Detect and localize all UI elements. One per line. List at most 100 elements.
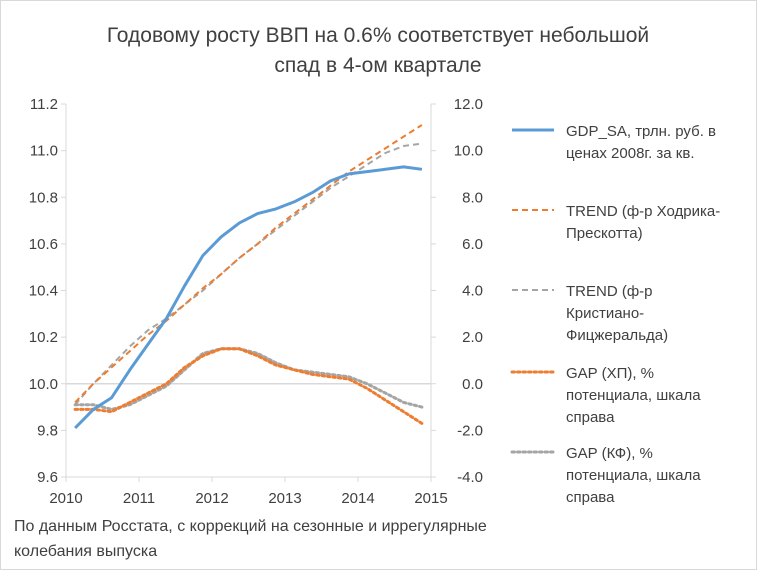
- series-3-point: [402, 145, 404, 147]
- y-left-tick-label: 11.0: [30, 143, 58, 160]
- series-5-point: [366, 383, 368, 385]
- series-4-point: [275, 364, 277, 366]
- y-left-tick-label: 10.4: [29, 283, 58, 300]
- series-5-point: [348, 376, 350, 378]
- series-2-point: [402, 135, 404, 137]
- legend-label-1: GDP_SA, трлн. руб. в: [566, 123, 716, 140]
- series-4-point: [183, 366, 185, 368]
- y-right-tick-label: 6.0: [462, 236, 483, 253]
- series-4-point: [421, 422, 423, 424]
- series-1-point: [421, 168, 423, 170]
- series-2-point: [183, 303, 185, 305]
- series-4-point: [129, 401, 131, 403]
- legend-label-5: справа: [566, 489, 615, 506]
- legend-label-3: Фицжеральда): [566, 327, 668, 344]
- series-lines: [73, 124, 424, 430]
- y-right-tick-label: -2.0: [457, 422, 483, 439]
- series-1-point: [402, 166, 404, 168]
- series-4-point: [311, 373, 313, 375]
- series-4-point: [147, 392, 149, 394]
- series-2-point: [293, 212, 295, 214]
- series-2-point: [202, 287, 204, 289]
- series-1-point: [238, 222, 240, 224]
- series-3-point: [129, 345, 131, 347]
- series-2-point: [74, 401, 76, 403]
- legend-label-5: потенциала, шкала: [566, 467, 701, 484]
- series-2-point: [329, 184, 331, 186]
- footnote-line-2: колебания выпуска: [14, 543, 158, 560]
- series-4-point: [220, 348, 222, 350]
- series-4-point: [348, 378, 350, 380]
- series-5-point: [421, 406, 423, 408]
- series-1-point: [293, 201, 295, 203]
- y-right-tick-label: 4.0: [462, 283, 483, 300]
- series-2-point: [110, 366, 112, 368]
- legend: GDP_SA, трлн. руб. в ценах 2008г. за кв. T…: [510, 123, 720, 506]
- series-4-point: [202, 355, 204, 357]
- y-left-tick-label: 11.2: [30, 96, 58, 113]
- series-2-point: [275, 226, 277, 228]
- series-3-point: [384, 152, 386, 154]
- y-right-tick-label: 2.0: [462, 329, 483, 346]
- series-2-point: [256, 243, 258, 245]
- series-4-point: [366, 387, 368, 389]
- y-right-tick-label: 8.0: [462, 189, 483, 206]
- y-right-tick-label: 0.0: [462, 376, 483, 393]
- series-3-point: [366, 163, 368, 165]
- series-2-point: [421, 124, 423, 126]
- x-tick-label: 2014: [341, 490, 374, 507]
- chart-footnote: По данным Росстата, с коррекций на сезон…: [14, 514, 634, 564]
- series-line-1: [74, 165, 423, 430]
- series-1-point: [275, 208, 277, 210]
- series-1-point: [256, 212, 258, 214]
- series-3-point: [74, 404, 76, 406]
- legend-label-4: справа: [566, 409, 615, 426]
- series-2-point: [92, 383, 94, 385]
- legend-label-3: Кристиано-: [566, 305, 644, 322]
- series-4-point: [402, 411, 404, 413]
- series-3-point: [421, 142, 423, 144]
- series-4-point: [256, 355, 258, 357]
- series-line-3: [74, 142, 423, 406]
- series-2-point: [384, 147, 386, 149]
- x-tick-label: 2010: [49, 490, 82, 507]
- series-2-point: [220, 273, 222, 275]
- y-right-tick-label: 12.0: [454, 96, 483, 113]
- legend-label-1: ценах 2008г. за кв.: [566, 145, 695, 162]
- series-2-point: [147, 334, 149, 336]
- series-5-point: [92, 404, 94, 406]
- series-1-point: [384, 168, 386, 170]
- y-left-tick-label: 10.6: [29, 236, 58, 253]
- series-4-point: [74, 408, 76, 410]
- legend-label-4: потенциала, шкала: [566, 387, 701, 404]
- series-4-point: [110, 411, 112, 413]
- legend-label-2: TREND (ф-р Ходрика-: [566, 203, 720, 220]
- series-1-point: [74, 427, 76, 429]
- y-right-tick-label: 10.0: [454, 143, 483, 160]
- series-3-point: [202, 289, 204, 291]
- series-4-point: [293, 369, 295, 371]
- series-2-point: [129, 350, 131, 352]
- series-line-4: [73, 347, 424, 425]
- y-left-tick-label: 9.6: [37, 469, 58, 486]
- legend-label-2: Прескотта): [566, 225, 643, 242]
- footnote-line-1: По данным Росстата, с коррекций на сезон…: [14, 518, 487, 535]
- y-left-tick-label: 10.2: [29, 329, 58, 346]
- x-tick-label: 2012: [195, 490, 228, 507]
- axes: 2010 2011 2012 2013 2014 2015 9.6 9.8 10.0 10.2 10…: [29, 96, 483, 507]
- x-tick-label: 2013: [268, 490, 301, 507]
- series-2-point: [311, 198, 313, 200]
- series-1-point: [202, 254, 204, 256]
- series-3-point: [147, 329, 149, 331]
- legend-label-5: GAP (КФ), %: [566, 445, 653, 462]
- series-1-point: [165, 317, 167, 319]
- x-tick-label: 2015: [414, 490, 447, 507]
- series-line-2: [74, 124, 423, 404]
- y-left-tick-label: 10.8: [29, 189, 58, 206]
- legend-label-3: TREND (ф-р: [566, 283, 653, 300]
- series-4-point: [384, 399, 386, 401]
- chart-title-line-2: спад в 4-ом квартале: [274, 54, 481, 77]
- y-left-tick-label: 10.0: [29, 376, 58, 393]
